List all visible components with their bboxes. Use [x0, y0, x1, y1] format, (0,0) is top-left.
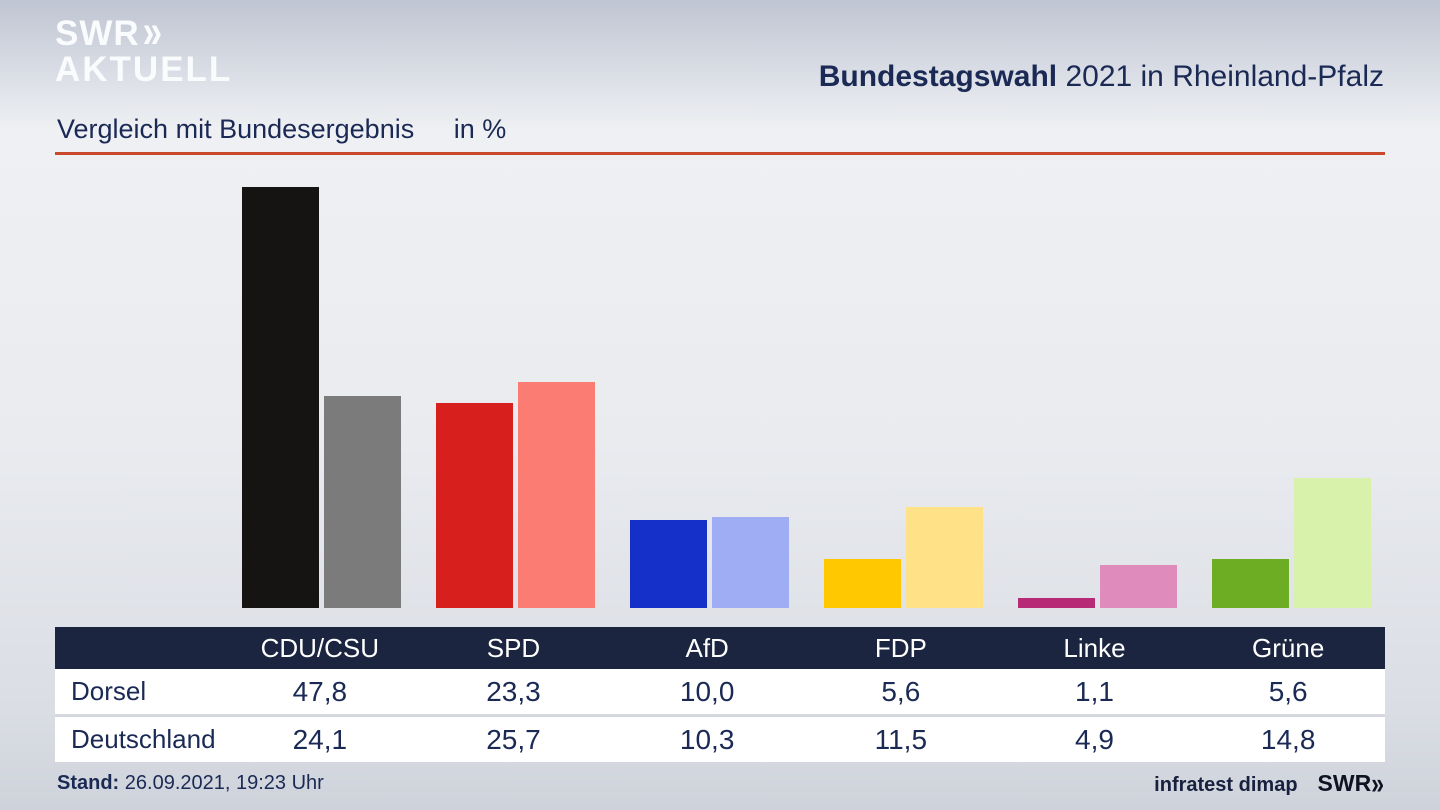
- table-row: Deutschland 24,1 25,7 10,3 11,5 4,9 14,8: [55, 717, 1385, 762]
- logo-line1: SWR»: [55, 8, 232, 56]
- party-header-cell: CDU/CSU: [260, 632, 380, 663]
- bar-dorsel-spd: [435, 403, 513, 608]
- stand-timestamp: Stand: 26.09.2021, 19:23 Uhr: [57, 772, 324, 795]
- party-header-cell: SPD: [486, 632, 541, 663]
- bar-deutschland-grne: [1293, 477, 1371, 608]
- stand-label: Stand:: [57, 772, 120, 794]
- swr-footer-text: SWR: [1317, 770, 1372, 796]
- value-cell: 11,5: [874, 723, 928, 755]
- chevrons-icon: »: [1371, 765, 1384, 800]
- bar-deutschland-spd: [517, 381, 595, 608]
- bar-deutschland-fdp: [905, 506, 983, 608]
- bar-group-fdp: [806, 506, 1000, 608]
- party-header-cell: AfD: [685, 632, 729, 663]
- accent-rule: [55, 152, 1385, 155]
- value-cell: 25,7: [486, 723, 541, 755]
- bar-group-afd: [612, 517, 806, 608]
- bar-deutschland-cducsu: [323, 395, 401, 608]
- party-header-cell: Linke: [1063, 632, 1126, 663]
- bar-deutschland-afd: [711, 517, 789, 608]
- table-header-row: CDU/CSU SPD AfD FDP Linke Grüne: [55, 627, 1385, 669]
- bar-dorsel-grne: [1211, 558, 1289, 608]
- credits: infratest dimap SWR»: [1154, 766, 1384, 800]
- value-cell: 5,6: [881, 675, 921, 707]
- bar-group-linke: [1000, 564, 1194, 608]
- value-cell: 5,6: [1268, 675, 1308, 707]
- results-table: CDU/CSU SPD AfD FDP Linke Grüne Dorsel 4…: [55, 627, 1385, 762]
- logo-line2: AKTUELL: [55, 49, 233, 89]
- logo-text-swr: SWR: [55, 14, 140, 53]
- value-cell: 4,9: [1075, 723, 1114, 755]
- bar-group-spd: [418, 381, 612, 608]
- chevrons-icon: »: [142, 5, 164, 59]
- bar-dorsel-linke: [1017, 598, 1095, 608]
- chart-subtitle-text: Vergleich mit Bundesergebnis: [57, 114, 415, 144]
- bar-chart: [224, 178, 1388, 608]
- chart-unit-label: in %: [453, 114, 507, 144]
- bar-deutschland-linke: [1099, 564, 1177, 608]
- party-header-cell: Grüne: [1252, 632, 1325, 663]
- page-title-bold: Bundestagswahl: [818, 60, 1058, 93]
- swr-footer-logo: SWR»: [1317, 766, 1384, 800]
- table-row: Dorsel 47,8 23,3 10,0 5,6 1,1 5,6: [55, 669, 1385, 714]
- bar-group-cducsu: [224, 187, 418, 608]
- bar-group-grne: [1194, 477, 1388, 608]
- bar-dorsel-afd: [629, 520, 707, 608]
- swr-aktuell-logo: SWR» AKTUELL: [55, 8, 233, 89]
- value-cell: 1,1: [1075, 675, 1114, 707]
- value-cell: 14,8: [1260, 723, 1316, 755]
- value-cell: 10,3: [679, 723, 735, 755]
- value-cell: 10,0: [679, 675, 735, 707]
- value-cell: 24,1: [292, 723, 348, 755]
- row-label: Dorsel: [71, 676, 147, 706]
- stand-value: 26.09.2021, 19:23 Uhr: [119, 772, 324, 794]
- value-cell: 23,3: [486, 675, 541, 707]
- page-title-rest: 2021 in Rheinland-Pfalz: [1057, 60, 1384, 93]
- party-header-cell: FDP: [874, 632, 927, 663]
- bar-dorsel-fdp: [823, 558, 901, 608]
- row-label: Deutschland: [71, 724, 216, 754]
- row-separator: [55, 714, 1385, 717]
- bar-dorsel-cducsu: [241, 187, 319, 608]
- page-title: Bundestagswahl 2021 in Rheinland-Pfalz: [819, 60, 1384, 94]
- chart-subtitle: Vergleich mit Bundesergebnis in %: [57, 114, 506, 145]
- source-label: infratest dimap: [1154, 774, 1298, 796]
- value-cell: 47,8: [292, 675, 348, 707]
